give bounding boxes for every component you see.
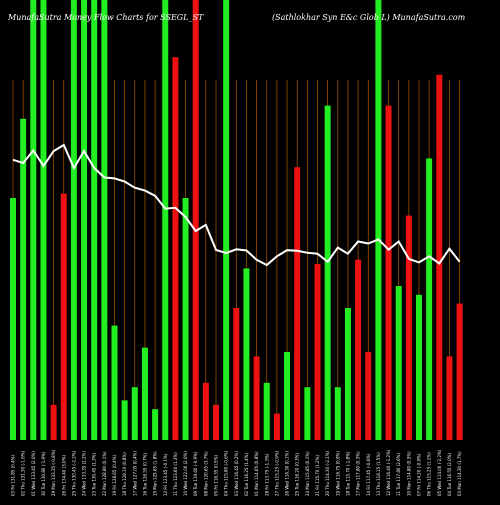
x-tick-label: 06 Thu 115.25 (1.1%) [427,452,432,496]
volume-bar [233,308,240,440]
volume-bar [91,0,98,440]
x-tick-label: 10 Mon 114.80 (0.5%) [406,451,411,496]
volume-bar [81,0,88,440]
volume-bar [162,0,169,440]
volume-bar [314,264,321,440]
x-tick-label: 03 Fri 131.85 (0.4%) [11,455,16,496]
x-tick-label: 16 Tue 126.55 (0.7%) [142,453,147,496]
x-tick-label: 04 Tue 116.55 (2.0%) [447,453,452,496]
volume-bar [152,409,159,440]
chart-title-right: (Sathlokhar Syn E&c Glob L) MunafaSutra.… [272,13,466,22]
volume-bar [446,356,453,440]
volume-bar [101,0,108,440]
x-tick-label: 25 Thu 130.45 (-2.2%) [71,450,76,496]
volume-bar [111,325,118,440]
volume-bar [375,0,382,440]
price-line [12,143,461,267]
x-tick-label: 04 Thu 115.80 (-0.6%) [224,450,229,496]
x-tick-label: 01 Mon 114.65 (0.8%) [254,451,259,496]
volume-bar [263,382,270,440]
volume-bar [344,308,351,440]
volume-bar [395,286,402,440]
volume-bar [141,347,148,440]
x-tick-label: 17 Mon 117.80 (0.3%) [356,451,361,496]
x-tick-label: 07 Fri 114.20 (-0.9%) [417,453,422,496]
x-tick-label: 02 Tue 116.25 (1.4%) [244,453,249,496]
volume-bar [284,352,291,440]
x-tick-label: 20 Thu 114.30 (-2.1%) [325,450,330,496]
volume-bar [223,0,230,440]
x-tick-label: 17 Wed 127.05 (0.4%) [132,451,137,496]
x-tick-label: 05 Fri 116.35 (0.5%) [214,455,219,496]
volume-bar [40,0,47,440]
x-tick-label: 21 Fri 115.70 (1.2%) [315,455,320,496]
x-tick-label: 19 Fri 128.65 (0.4%) [112,455,117,496]
volume-bar [182,198,189,440]
x-tick-label: 03 Wed 116.45 (0.2%) [234,451,239,496]
chart-title-left: MunafaSutra Money Flow Charts for SSEGL_… [7,13,204,22]
volume-bar [304,387,311,440]
x-tick-label: 03 Mon 114.30 (1.7%) [457,451,462,496]
volume-bar [192,0,199,440]
x-tick-label: 12 Fri 123.45 (-0.1%) [163,453,168,496]
x-tick-label: 27 Thu 115.25 (-0.9%) [274,450,279,496]
volume-bar [334,387,341,440]
volume-bar [50,404,57,440]
x-tick-label: 11 Tue 117.80 (2.6%) [396,453,401,496]
x-tick-label: 26 Wed 116.30 (0.1%) [285,451,290,496]
x-tick-label: 30 Tue 130.80 (-1.9%) [41,451,46,496]
volume-bar [385,105,392,440]
x-tick-label: 01 Wed 133.45 (2.0%) [31,451,36,496]
volume-bar [253,356,260,440]
x-tick-label: 02 Thu 131.30 (-1.6%) [21,450,26,496]
volume-bar [121,400,128,440]
x-tick-label: 19 Wed 116.75 (0.9%) [335,451,340,496]
volume-bar [20,118,27,441]
volume-bar [365,352,372,440]
x-tick-label: 08 Mon 120.65 (3.7%) [203,451,208,496]
x-tick-label: 22 Mon 128.80 (0.1%) [102,451,107,496]
volume-bar [30,0,37,440]
volume-bar [456,303,463,440]
volume-bar [70,0,77,440]
x-tick-label: 09 Tue 119.60 (-0.9%) [193,451,198,496]
x-tick-label: 28 Fri 113.75 (-1.3%) [264,453,269,496]
x-tick-label: 29 Mon 133.35 (-0.8%) [51,450,56,497]
volume-bar [273,413,280,440]
volume-bar [202,382,209,440]
x-tick-label: 15 Mon 125.65 (1.8%) [153,451,158,496]
volume-bars [10,0,463,441]
volume-bar [416,294,422,440]
x-tick-label: 23 Tue 130.45 (1.3%) [92,453,97,496]
volume-bar [324,105,331,440]
x-tick-label: 10 Wed 122.00 (2.0%) [183,451,188,496]
x-axis-labels: 03 Fri 131.85 (0.4%) 02 Thu 131.30 (-1.6%… [11,449,463,496]
volume-bar [294,167,301,440]
volume-bar [131,387,138,440]
x-tick-label: 05 Wed 114.00 (-2.2%) [437,449,442,496]
volume-bar [405,215,412,440]
x-tick-label: 24 Wed 133.35 (2.2%) [82,451,87,496]
volume-bar [243,268,250,440]
volume-bar [426,158,433,440]
x-tick-label: 11 Thu 123.60 (1.3%) [173,452,178,496]
volume-bar [172,57,179,440]
x-tick-label: 14 Fri 117.45 (-0.6%) [366,453,371,496]
volume-bar [355,259,362,440]
x-tick-label: 24 Mon 115.85 (0.1%) [305,451,310,496]
volume-bar [436,74,443,441]
x-tick-label: 12 Wed 116.40 (-1.2%) [386,449,391,496]
x-tick-label: 18 Tue 115.70 (-1.8%) [345,451,350,496]
x-tick-label: 18 Thu 128.10 (0.8%) [122,452,127,496]
x-tick-label: 26 Fri 134.40 (3.0%) [61,455,66,496]
volume-bar [10,198,16,440]
x-tick-label: 13 Thu 118.15 (1.5%) [376,452,381,496]
volume-bar [60,193,67,440]
x-tick-label: 25 Tue 116.20 (0.3%) [295,453,300,496]
volume-bar [213,404,219,440]
